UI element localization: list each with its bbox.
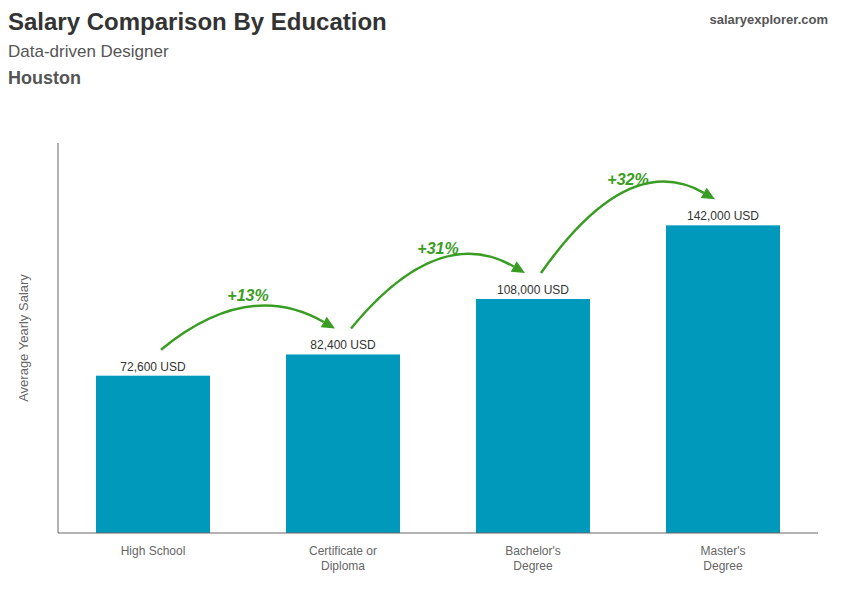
- svg-text:82,400 USD: 82,400 USD: [310, 338, 376, 352]
- svg-text:72,600 USD: 72,600 USD: [120, 360, 186, 374]
- svg-text:Certificate orDiploma: Certificate orDiploma: [309, 544, 377, 573]
- svg-text:Average Yearly Salary: Average Yearly Salary: [16, 274, 31, 402]
- svg-text:Bachelor'sDegree: Bachelor'sDegree: [505, 544, 561, 573]
- svg-text:Master'sDegree: Master'sDegree: [701, 544, 746, 573]
- svg-text:+32%: +32%: [607, 171, 648, 188]
- svg-text:+31%: +31%: [417, 240, 458, 257]
- svg-text:+13%: +13%: [227, 287, 268, 304]
- html-text:Houston: Houston: [8, 68, 81, 88]
- svg-text:108,000 USD: 108,000 USD: [497, 283, 569, 297]
- html-text:salaryexplorer.com: salaryexplorer.com: [709, 12, 828, 27]
- html-text:Data-driven Designer: Data-driven Designer: [8, 42, 169, 61]
- svg-text:142,000 USD: 142,000 USD: [687, 209, 759, 223]
- svg-text:High School: High School: [121, 544, 186, 558]
- html-text:Salary Comparison By Education: Salary Comparison By Education: [8, 8, 387, 35]
